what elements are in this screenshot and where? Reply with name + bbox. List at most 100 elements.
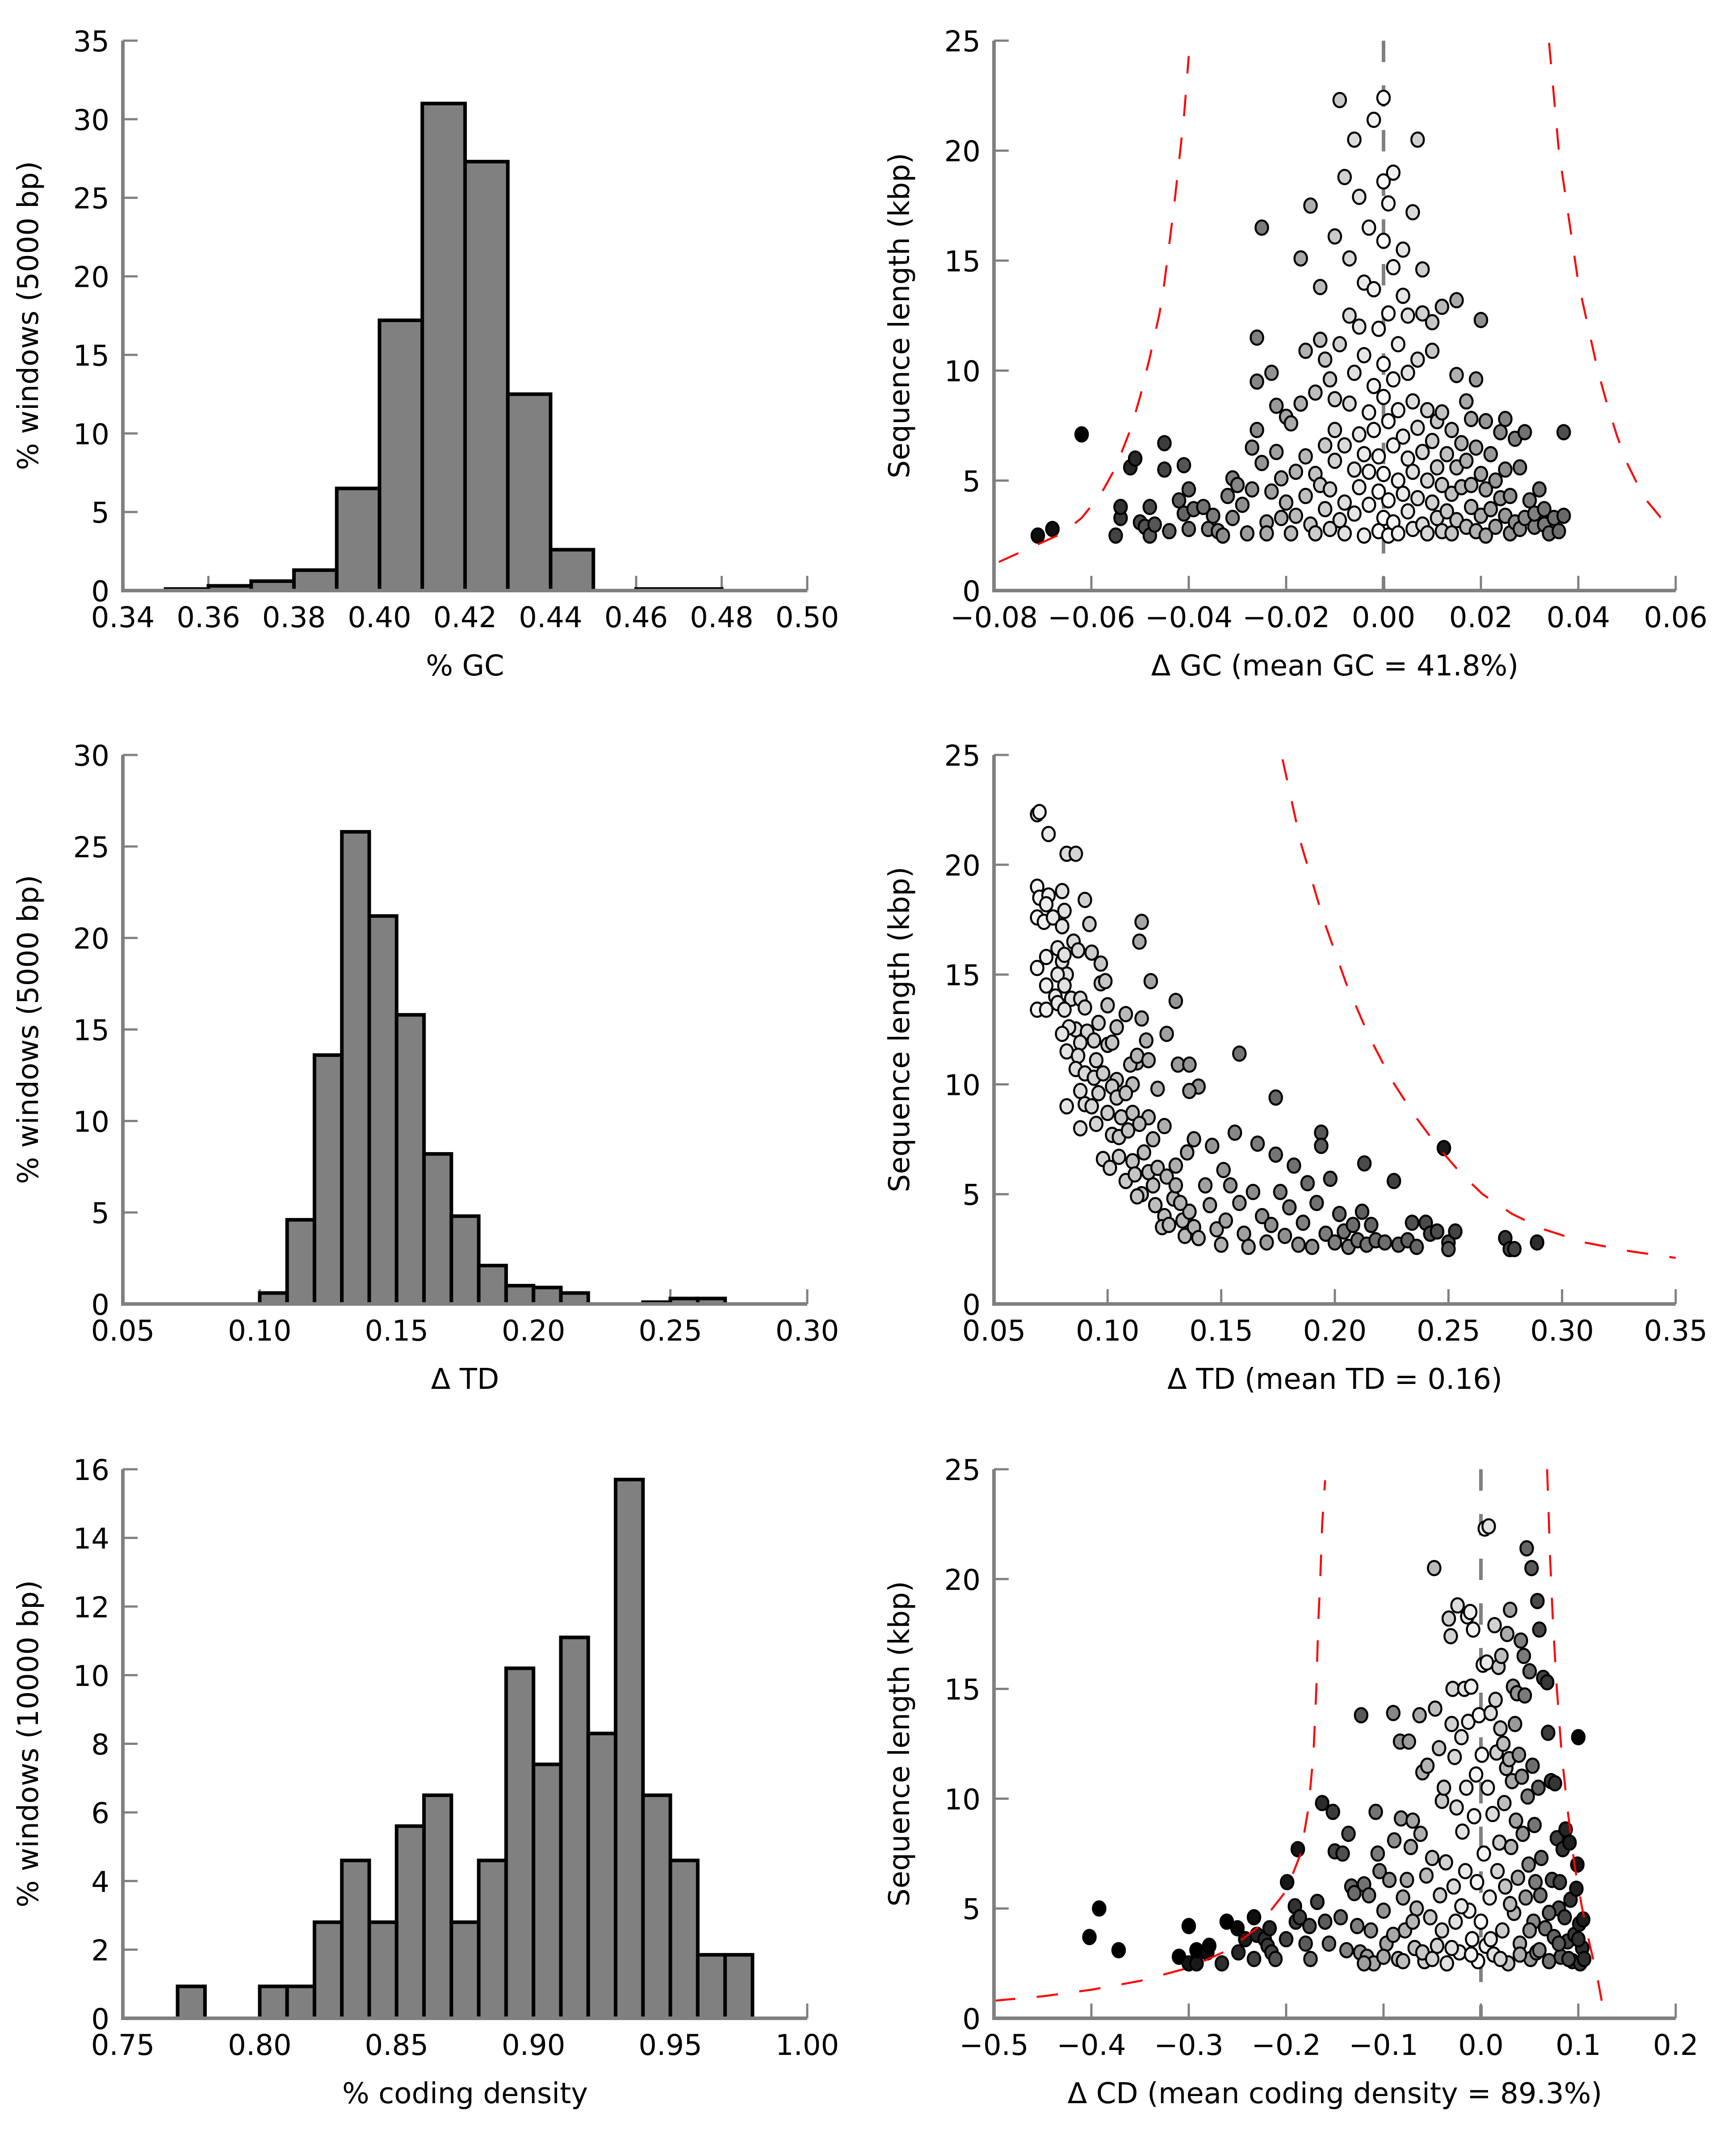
scatter-point xyxy=(1450,1597,1465,1614)
scatter-point xyxy=(1473,1913,1489,1930)
scatter-point xyxy=(1420,472,1435,489)
x-tick-label: 1.00 xyxy=(776,2029,839,2062)
scatter-point xyxy=(1315,1794,1329,1811)
scatter-point xyxy=(1341,1825,1356,1842)
boundary-right-curve xyxy=(1548,42,1662,519)
scatter-point xyxy=(1357,446,1371,462)
scatter-point xyxy=(1495,1922,1510,1939)
y-tick-label: 25 xyxy=(944,25,981,59)
scatter-point xyxy=(1465,1931,1480,1948)
scatter-point xyxy=(1264,1216,1279,1233)
scatter-point xyxy=(1262,1920,1277,1937)
scatter-point xyxy=(1317,437,1333,454)
scatter-point xyxy=(1181,520,1196,537)
scatter-point xyxy=(1410,490,1425,507)
x-tick-label: 0.10 xyxy=(1076,1315,1140,1348)
scatter-point xyxy=(1092,1900,1107,1917)
scatter-point xyxy=(1273,1184,1288,1200)
scatter-point xyxy=(1227,1124,1242,1141)
scatter-point xyxy=(1132,1115,1147,1132)
y-tick-label: 15 xyxy=(73,340,109,373)
x-tick-label: 0.10 xyxy=(228,1315,292,1348)
scatter-point xyxy=(1128,450,1143,467)
axes-frame xyxy=(121,755,807,1306)
x-tick-label: −0.02 xyxy=(1242,601,1330,634)
scatter-point xyxy=(1148,1197,1163,1214)
scatter-point xyxy=(1472,1707,1486,1723)
x-tick-label: −0.06 xyxy=(1048,601,1135,634)
scatter-point xyxy=(1322,481,1338,498)
scatter-point xyxy=(1050,966,1065,983)
scatter-point xyxy=(1439,1955,1454,1972)
scatter-point xyxy=(1511,1746,1526,1763)
x-tick-label: 0.95 xyxy=(638,2029,702,2062)
scatter-point xyxy=(1524,1559,1539,1576)
scatter-point xyxy=(1438,1854,1453,1871)
scatter-point xyxy=(1363,1922,1378,1939)
scatter-point xyxy=(1534,1849,1549,1866)
scatter-point xyxy=(1381,305,1396,322)
x-tick-label: 0.20 xyxy=(502,1315,566,1348)
scatter-point xyxy=(1032,804,1047,821)
scatter-point xyxy=(1354,1707,1369,1723)
x-tick-label: 0.20 xyxy=(1303,1315,1367,1348)
y-tick-label: 25 xyxy=(73,831,109,864)
scatter-point xyxy=(1425,494,1440,511)
scatter-point xyxy=(1074,426,1089,443)
scatter-point xyxy=(1488,472,1503,489)
scatter-point xyxy=(1362,219,1376,236)
axes-frame xyxy=(992,1469,1676,2020)
y-tick-label: 14 xyxy=(73,1523,109,1556)
scatter-point xyxy=(1332,92,1347,109)
scatter-point xyxy=(1055,918,1069,935)
scatter-point xyxy=(1420,1757,1435,1774)
y-axis-title: Sequence length (kbp) xyxy=(883,867,916,1192)
scatter-point xyxy=(1371,448,1386,465)
td-scatter-panel: 0.05 0.10 0.15 0.20 0.25 0.30 0.35 0 5 10 15 20 25 Δ … xyxy=(883,740,1707,1396)
scatter-point xyxy=(1120,1122,1136,1139)
x-tick-label: 0.04 xyxy=(1547,601,1610,634)
histogram-bar xyxy=(367,1920,398,2020)
scatter-point xyxy=(1313,279,1328,295)
scatter-point xyxy=(1381,492,1396,509)
scatter-point xyxy=(1508,1716,1522,1732)
boundary-left-curve xyxy=(994,1480,1326,2002)
scatter-point xyxy=(1413,1825,1428,1842)
scatter-point xyxy=(1425,1849,1440,1866)
scatter-point xyxy=(1376,1949,1391,1965)
scatter-point xyxy=(1216,527,1230,544)
scatter-point xyxy=(1528,1874,1543,1891)
scatter-point xyxy=(1434,1793,1450,1809)
scatter-point xyxy=(1095,1065,1111,1082)
scatter-point xyxy=(1415,444,1430,461)
scatter-point xyxy=(1514,1632,1528,1649)
scatter-point xyxy=(1322,371,1338,388)
scatter-point xyxy=(1444,1716,1459,1732)
scatter-point xyxy=(1039,896,1054,913)
scatter-point xyxy=(1503,1601,1518,1618)
scatter-point xyxy=(1214,1955,1229,1972)
scatter-point xyxy=(1216,1161,1231,1178)
scatter-point xyxy=(1298,343,1313,359)
scatter-point xyxy=(1542,1953,1556,1970)
scatter-point xyxy=(1292,1909,1307,1926)
scatter-point xyxy=(1362,496,1376,513)
histogram-bar xyxy=(586,1731,618,2021)
scatter-point xyxy=(1517,424,1532,440)
histogram-bar xyxy=(292,568,339,592)
scatter-point xyxy=(1480,1779,1495,1796)
y-tick-label: 20 xyxy=(73,261,109,294)
scatter-point xyxy=(1362,463,1376,480)
scatter-point xyxy=(1459,393,1474,410)
scatter-point xyxy=(1483,446,1498,462)
histogram-bar xyxy=(422,1793,453,2020)
x-axis-title: Δ CD (mean coding density = 89.3%) xyxy=(1068,2077,1602,2110)
scatter-point xyxy=(1507,1241,1522,1258)
x-tick-label: −0.5 xyxy=(959,2029,1028,2062)
scatter-point xyxy=(1337,494,1352,511)
scatter-point xyxy=(1039,1002,1054,1018)
scatter-point xyxy=(1357,1155,1372,1172)
scatter-point xyxy=(1073,1082,1088,1099)
scatter-point xyxy=(1481,1518,1496,1535)
scatter-point xyxy=(1571,1729,1586,1746)
